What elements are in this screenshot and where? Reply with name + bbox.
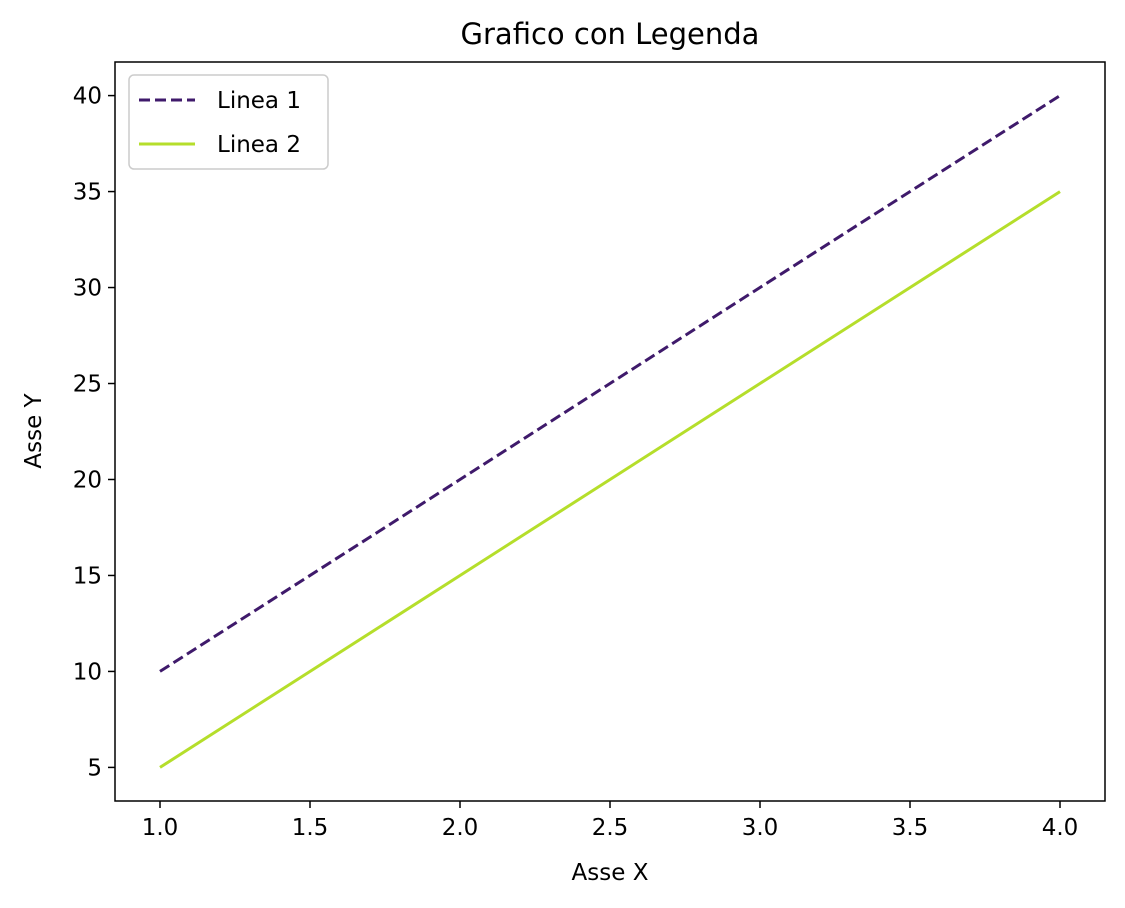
- y-tick-label: 25: [73, 372, 102, 398]
- y-axis: 5 10 15 20 25 30 35 40: [73, 84, 115, 781]
- x-tick-label: 2.0: [442, 815, 479, 841]
- x-tick-label: 3.0: [742, 815, 779, 841]
- legend-label-2: Linea 2: [217, 132, 301, 158]
- chart-title: Grafico con Legenda: [461, 17, 760, 51]
- y-tick-label: 5: [87, 755, 102, 781]
- legend-label-1: Linea 1: [217, 88, 301, 114]
- x-tick-label: 1.5: [292, 815, 329, 841]
- series-line-2: [159, 190, 1061, 769]
- x-tick-label: 2.5: [592, 815, 629, 841]
- x-axis: 1.0 1.5 2.0 2.5 3.0 3.5 4.0: [142, 801, 1079, 841]
- y-tick-label: 35: [73, 180, 102, 206]
- x-tick-label: 3.5: [892, 815, 929, 841]
- x-tick-label: 1.0: [142, 815, 179, 841]
- series-line-1: [159, 94, 1061, 673]
- y-tick-label: 10: [73, 659, 102, 685]
- series-layer: [159, 94, 1061, 769]
- y-tick-label: 40: [73, 84, 102, 110]
- y-tick-label: 20: [73, 467, 102, 493]
- y-tick-label: 15: [73, 563, 102, 589]
- y-axis-label: Asse Y: [21, 392, 47, 468]
- x-tick-label: 4.0: [1042, 815, 1079, 841]
- y-tick-label: 30: [73, 276, 102, 302]
- legend: Linea 1 Linea 2: [128, 74, 329, 170]
- x-axis-label: Asse X: [572, 860, 649, 886]
